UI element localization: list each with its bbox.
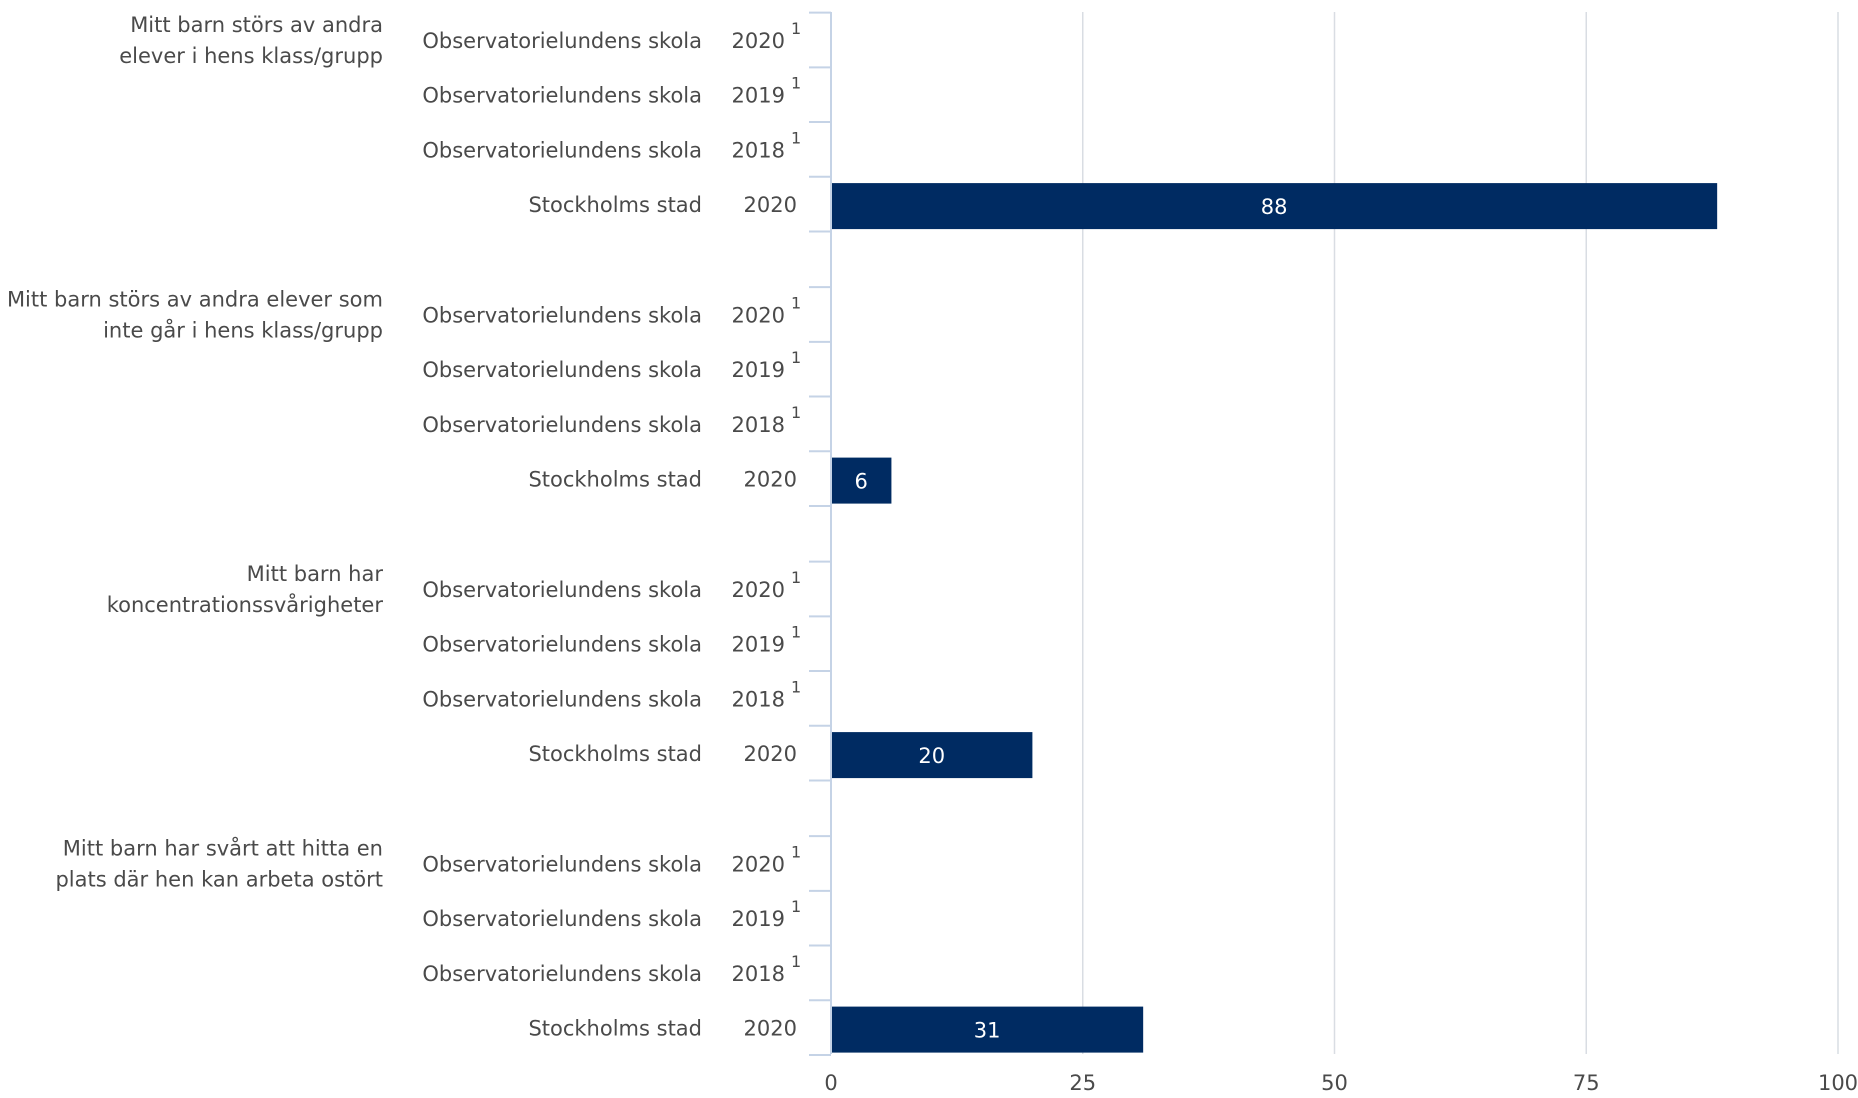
group-label: Mitt barn har (247, 562, 384, 586)
row-year-label: 2018 (732, 138, 785, 162)
y-axis (809, 11, 832, 1056)
row-name-label: Stockholms stad (528, 1017, 702, 1041)
row-year-label: 2018 (732, 687, 785, 711)
footnote-marker: 1 (791, 403, 801, 422)
row-name-label: Observatorielundens skola (422, 907, 702, 931)
x-tick-label: 100 (1818, 1071, 1858, 1095)
bar (831, 732, 1033, 779)
row-year-label: 2020 (732, 578, 785, 602)
bar (831, 1006, 1144, 1053)
row-year-label: 2019 (732, 84, 785, 108)
bar-value-label: 6 (855, 470, 868, 494)
footnote-marker: 1 (791, 568, 801, 587)
row-year-label: 2020 (744, 468, 797, 492)
footnote-marker: 1 (791, 897, 801, 916)
footnote-marker: 1 (791, 294, 801, 313)
group-label: elever i hens klass/grupp (119, 44, 383, 68)
row-name-label: Observatorielundens skola (422, 358, 702, 382)
footnote-marker: 1 (791, 128, 801, 147)
bar-value-label: 88 (1261, 195, 1288, 219)
bar-value-label: 31 (974, 1019, 1001, 1043)
row-name-label: Observatorielundens skola (422, 687, 702, 711)
row-name-label: Observatorielundens skola (422, 633, 702, 657)
x-tick-label: 0 (824, 1071, 837, 1095)
footnote-marker: 1 (791, 843, 801, 862)
bar-value-label: 20 (918, 744, 945, 768)
footnote-marker: 1 (791, 952, 801, 971)
category-labels: Mitt barn störs av andra elever i hens kl… (7, 13, 801, 1041)
row-name-label: Observatorielundens skola (422, 84, 702, 108)
row-name-label: Stockholms stad (528, 193, 702, 217)
row-name-label: Observatorielundens skola (422, 304, 702, 328)
row-name-label: Observatorielundens skola (422, 138, 702, 162)
group-label: Mitt barn störs av andra elever som (7, 288, 383, 312)
row-year-label: 2018 (732, 962, 785, 986)
x-tick-label: 25 (1069, 1071, 1096, 1095)
bar (831, 457, 892, 504)
group-label: inte går i hens klass/grupp (103, 318, 383, 343)
row-year-label: 2019 (732, 358, 785, 382)
row-year-label: 2020 (732, 304, 785, 328)
x-tick-label: 75 (1573, 1071, 1600, 1095)
row-name-label: Observatorielundens skola (422, 853, 702, 877)
row-year-label: 2019 (732, 907, 785, 931)
row-name-label: Observatorielundens skola (422, 962, 702, 986)
row-year-label: 2019 (732, 633, 785, 657)
group-label: Mitt barn störs av andra (130, 13, 383, 37)
footnote-marker: 1 (791, 348, 801, 367)
row-name-label: Stockholms stad (528, 468, 702, 492)
row-name-label: Observatorielundens skola (422, 413, 702, 437)
bars: 88 6 20 31 (831, 183, 1718, 1053)
footnote-marker: 1 (791, 677, 801, 696)
row-year-label: 2020 (744, 1017, 797, 1041)
bar (831, 183, 1718, 230)
row-year-label: 2020 (732, 853, 785, 877)
group-label: koncentrationssvårigheter (107, 592, 384, 617)
group-label: Mitt barn har svårt att hitta en (63, 836, 383, 861)
grid-lines (1082, 12, 1839, 1054)
x-axis-ticks: 0 25 50 75 100 (824, 1071, 1858, 1095)
row-year-label: 2020 (732, 29, 785, 53)
x-tick-label: 50 (1321, 1071, 1348, 1095)
footnote-marker: 1 (791, 623, 801, 642)
row-year-label: 2020 (744, 742, 797, 766)
footnote-marker: 1 (791, 19, 801, 38)
row-name-label: Observatorielundens skola (422, 29, 702, 53)
row-name-label: Observatorielundens skola (422, 578, 702, 602)
group-label: plats där hen kan arbeta ostört (55, 868, 383, 892)
row-name-label: Stockholms stad (528, 742, 702, 766)
footnote-marker: 1 (791, 74, 801, 93)
row-year-label: 2020 (744, 193, 797, 217)
row-year-label: 2018 (732, 413, 785, 437)
